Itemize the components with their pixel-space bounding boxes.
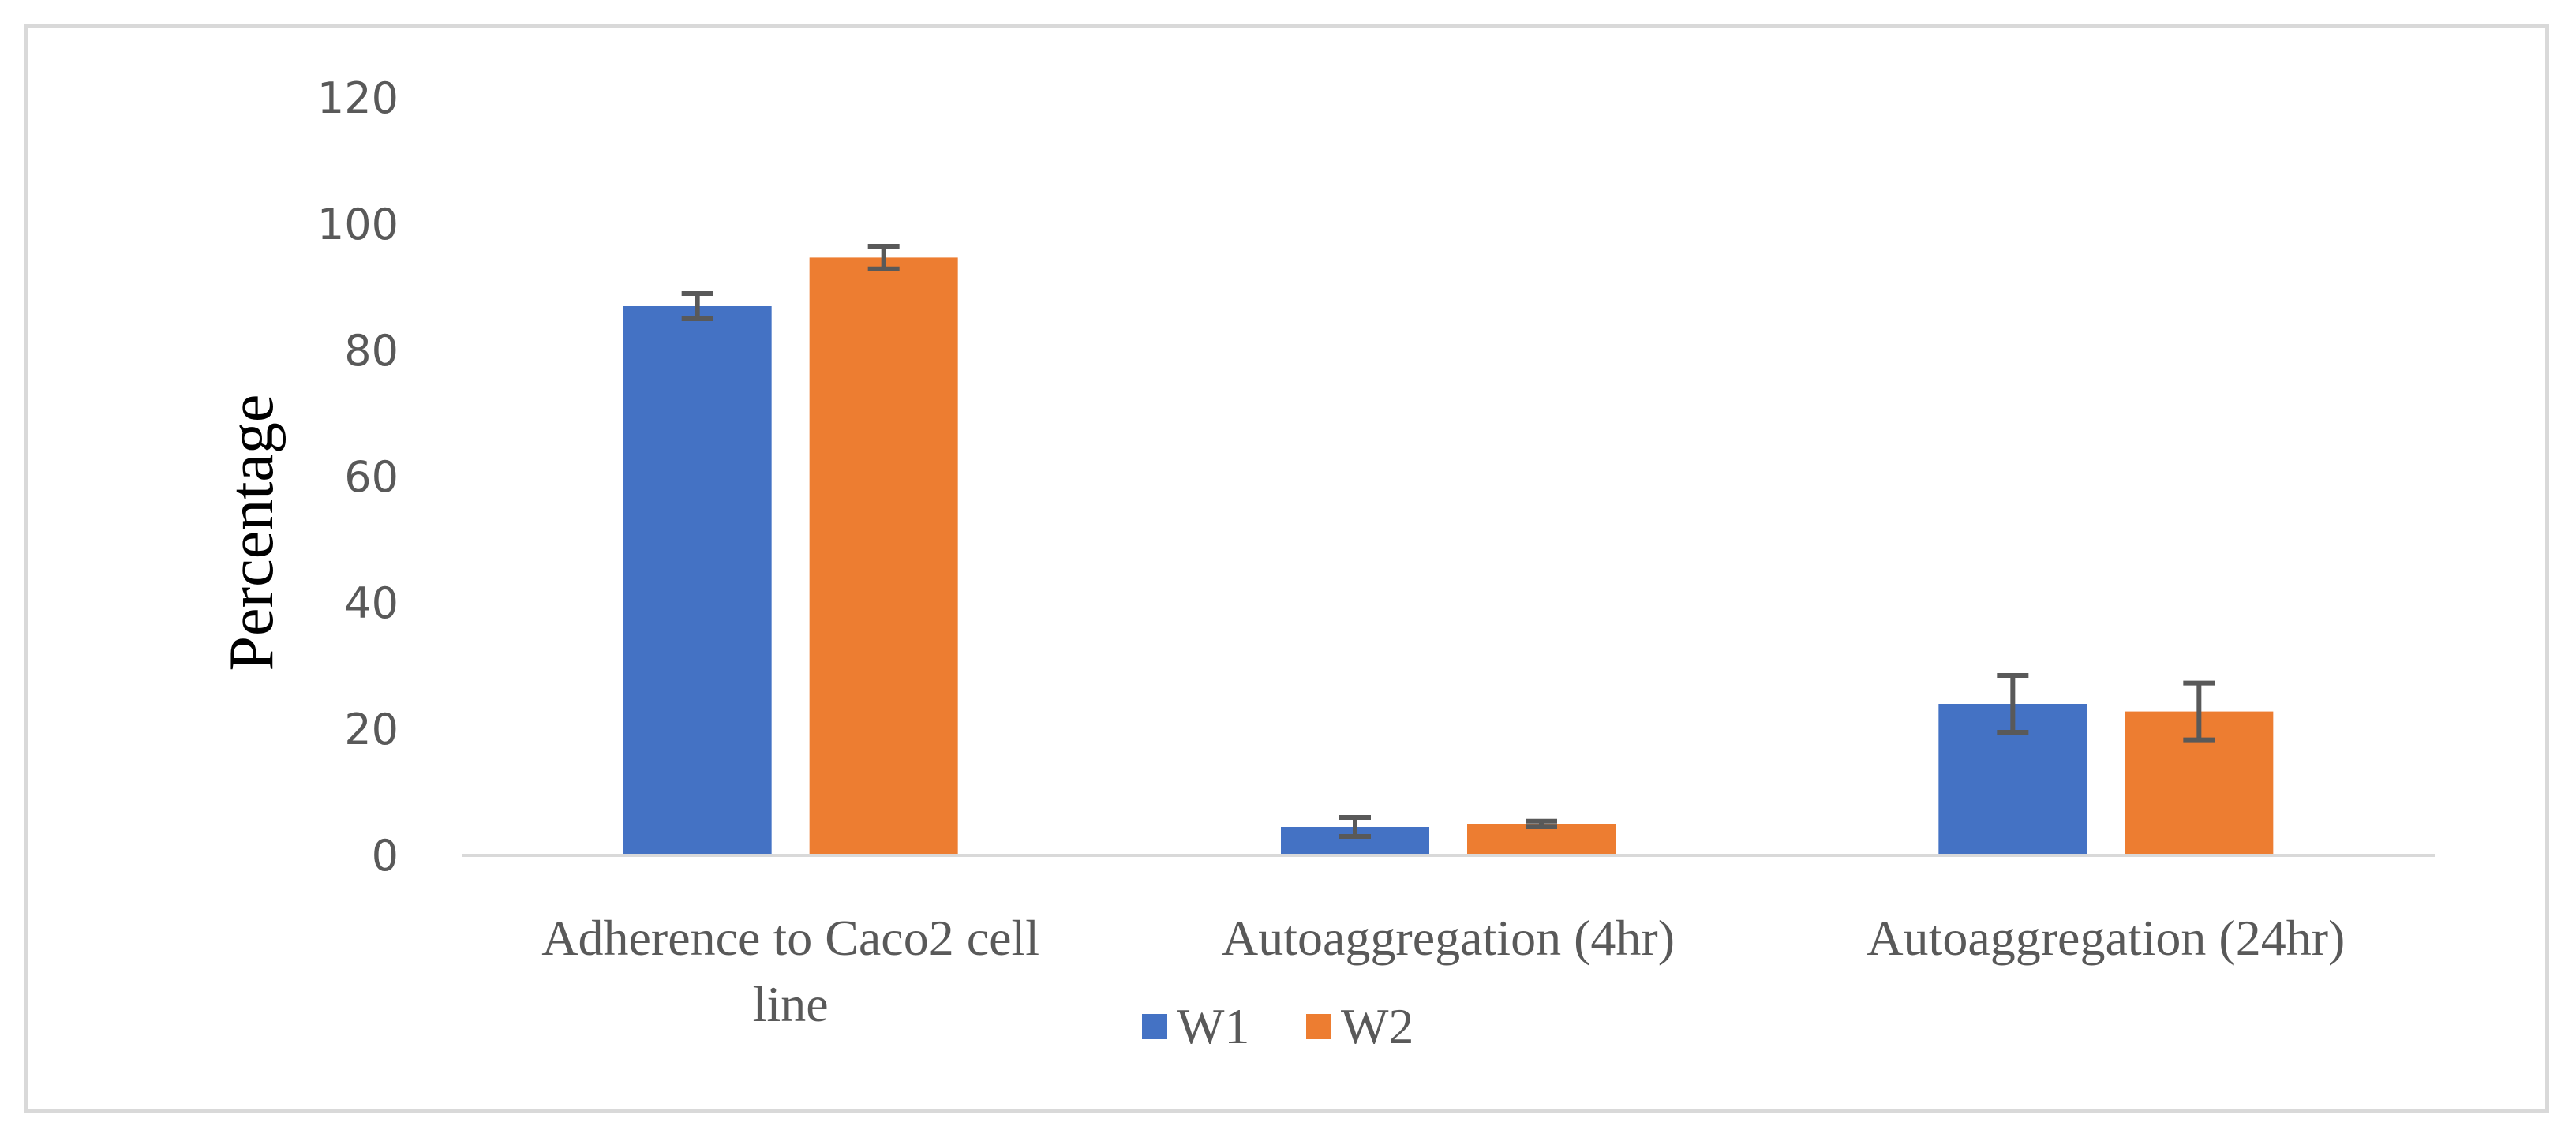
bar-w1 (623, 306, 772, 855)
x-category-label: Adherence to Caco2 cell (541, 910, 1039, 966)
legend-swatch-w2 (1306, 1014, 1331, 1039)
legend-label-w2: W2 (1341, 998, 1413, 1054)
chart-frame: Percentage 0 20 40 60 80 100 120 Adherence to … (24, 24, 2549, 1113)
legend-label-w1: W1 (1177, 998, 1249, 1054)
y-axis-title: Percentage (217, 395, 286, 672)
bar-w2 (809, 257, 958, 855)
y-tick-label: 20 (344, 705, 399, 754)
y-tick-label: 40 (344, 578, 399, 628)
x-category-label: Autoaggregation (4hr) (1222, 910, 1675, 966)
y-tick-label: 100 (317, 200, 399, 249)
x-category-label: line (753, 976, 829, 1032)
y-tick-label: 60 (344, 452, 399, 502)
legend-swatch-w1 (1142, 1014, 1167, 1039)
bar-chart: Percentage 0 20 40 60 80 100 120 Adherence to … (217, 73, 2435, 1054)
y-tick-label: 80 (344, 326, 399, 376)
y-tick-label: 120 (317, 73, 399, 123)
x-category-label: Autoaggregation (24hr) (1866, 910, 2345, 966)
y-tick-label: 0 (372, 831, 399, 881)
bar-w2 (1467, 824, 1616, 855)
